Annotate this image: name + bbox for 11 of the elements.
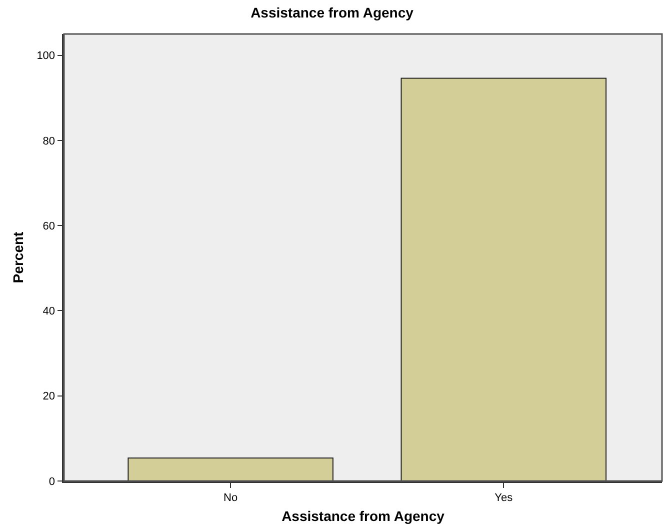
x-axis-title: Assistance from Agency: [282, 508, 445, 524]
y-tick-label: 20: [42, 390, 56, 403]
y-tick-label: 60: [42, 220, 56, 232]
x-tick-label: No: [224, 492, 238, 504]
y-tick-label: 0: [48, 476, 56, 488]
y-tick-label: 80: [42, 135, 56, 148]
y-axis-title: Percent: [10, 231, 26, 284]
y-tick-label: 40: [42, 306, 56, 318]
y-tick-label: 100: [36, 50, 56, 62]
x-tick-label: Yes: [494, 492, 514, 504]
chart-title: Assistance from Agency: [250, 4, 414, 21]
